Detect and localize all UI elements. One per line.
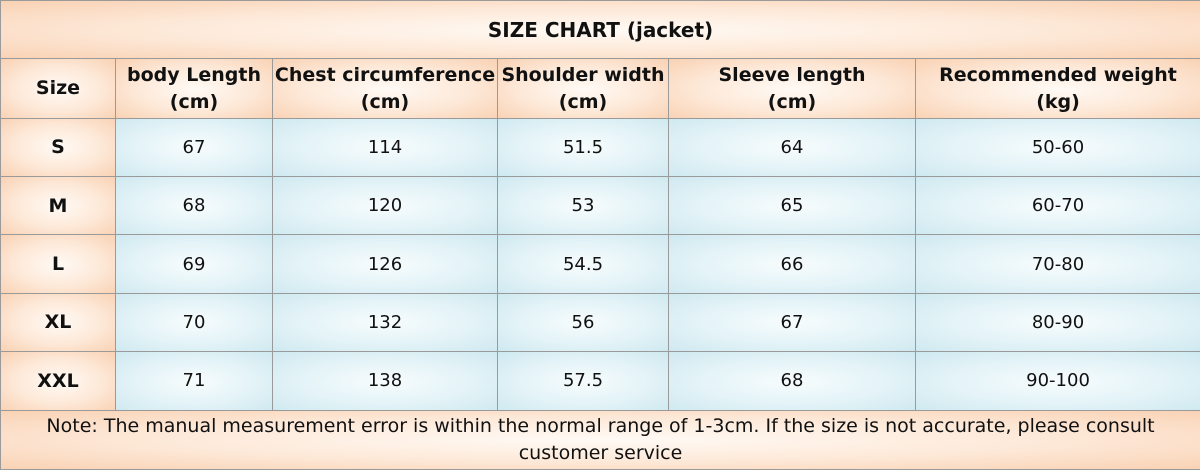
header-line: (cm) <box>169 90 219 113</box>
value-cell: 51.5 <box>497 117 669 178</box>
value-cell: 60-70 <box>914 176 1200 236</box>
value-cell: 67 <box>668 292 916 353</box>
header-line: (cm) <box>360 90 410 113</box>
value-cell: 65 <box>668 176 916 236</box>
value-cell: 71 <box>115 351 273 411</box>
value-cell: 138 <box>272 351 498 411</box>
value-cell: 67 <box>115 117 273 178</box>
size-cell: L <box>0 234 116 294</box>
header-row: Size body Length (cm) Chest circumference (c… <box>0 58 1200 119</box>
value-cell: 114 <box>272 117 498 178</box>
value-cell: 66 <box>668 234 916 294</box>
header-cell: Chest circumference (cm) <box>272 58 498 119</box>
value-cell: 126 <box>272 234 498 294</box>
size-cell: S <box>0 117 116 178</box>
data-row: XL 70 132 56 67 80-90 <box>0 292 1200 353</box>
value-cell: 70 <box>115 292 273 353</box>
header-cell: Sleeve length (cm) <box>668 58 916 119</box>
header-line: Sleeve length <box>718 63 866 86</box>
value-cell: 70-80 <box>914 234 1200 294</box>
header-cell: Shoulder width (cm) <box>497 58 669 119</box>
value-cell: 80-90 <box>914 292 1200 353</box>
title-row: SIZE CHART (jacket) <box>0 0 1200 60</box>
header-line: Size <box>35 77 81 100</box>
data-row: S 67 114 51.5 64 50-60 <box>0 117 1200 178</box>
header-line: (kg) <box>1036 90 1080 113</box>
value-cell: 90-100 <box>914 351 1200 411</box>
header-line: (cm) <box>767 90 817 113</box>
value-cell: 50-60 <box>914 117 1200 178</box>
header-cell: Recommended weight (kg) <box>914 58 1200 119</box>
value-cell: 120 <box>272 176 498 236</box>
size-cell: XXL <box>0 351 116 411</box>
value-cell: 53 <box>497 176 669 236</box>
value-cell: 68 <box>668 351 916 411</box>
note-row: Note: The manual measurement error is wi… <box>0 409 1200 470</box>
header-cell: Size <box>0 58 116 119</box>
header-line: Recommended weight <box>939 63 1177 86</box>
size-cell: M <box>0 176 116 236</box>
value-cell: 68 <box>115 176 273 236</box>
value-cell: 132 <box>272 292 498 353</box>
size-cell: XL <box>0 292 116 353</box>
header-line: Shoulder width <box>501 63 665 86</box>
header-line: (cm) <box>558 90 608 113</box>
data-row: M 68 120 53 65 60-70 <box>0 176 1200 236</box>
value-cell: 56 <box>497 292 669 353</box>
value-cell: 69 <box>115 234 273 294</box>
value-cell: 64 <box>668 117 916 178</box>
value-cell: 54.5 <box>497 234 669 294</box>
header-cell: body Length (cm) <box>115 58 273 119</box>
header-line: Chest circumference <box>274 63 496 86</box>
data-row: L 69 126 54.5 66 70-80 <box>0 234 1200 294</box>
data-row: XXL 71 138 57.5 68 90-100 <box>0 351 1200 411</box>
note: Note: The manual measurement error is wi… <box>0 409 1200 470</box>
header-line: body Length <box>127 63 261 86</box>
table-title: SIZE CHART (jacket) <box>0 0 1200 60</box>
value-cell: 57.5 <box>497 351 669 411</box>
